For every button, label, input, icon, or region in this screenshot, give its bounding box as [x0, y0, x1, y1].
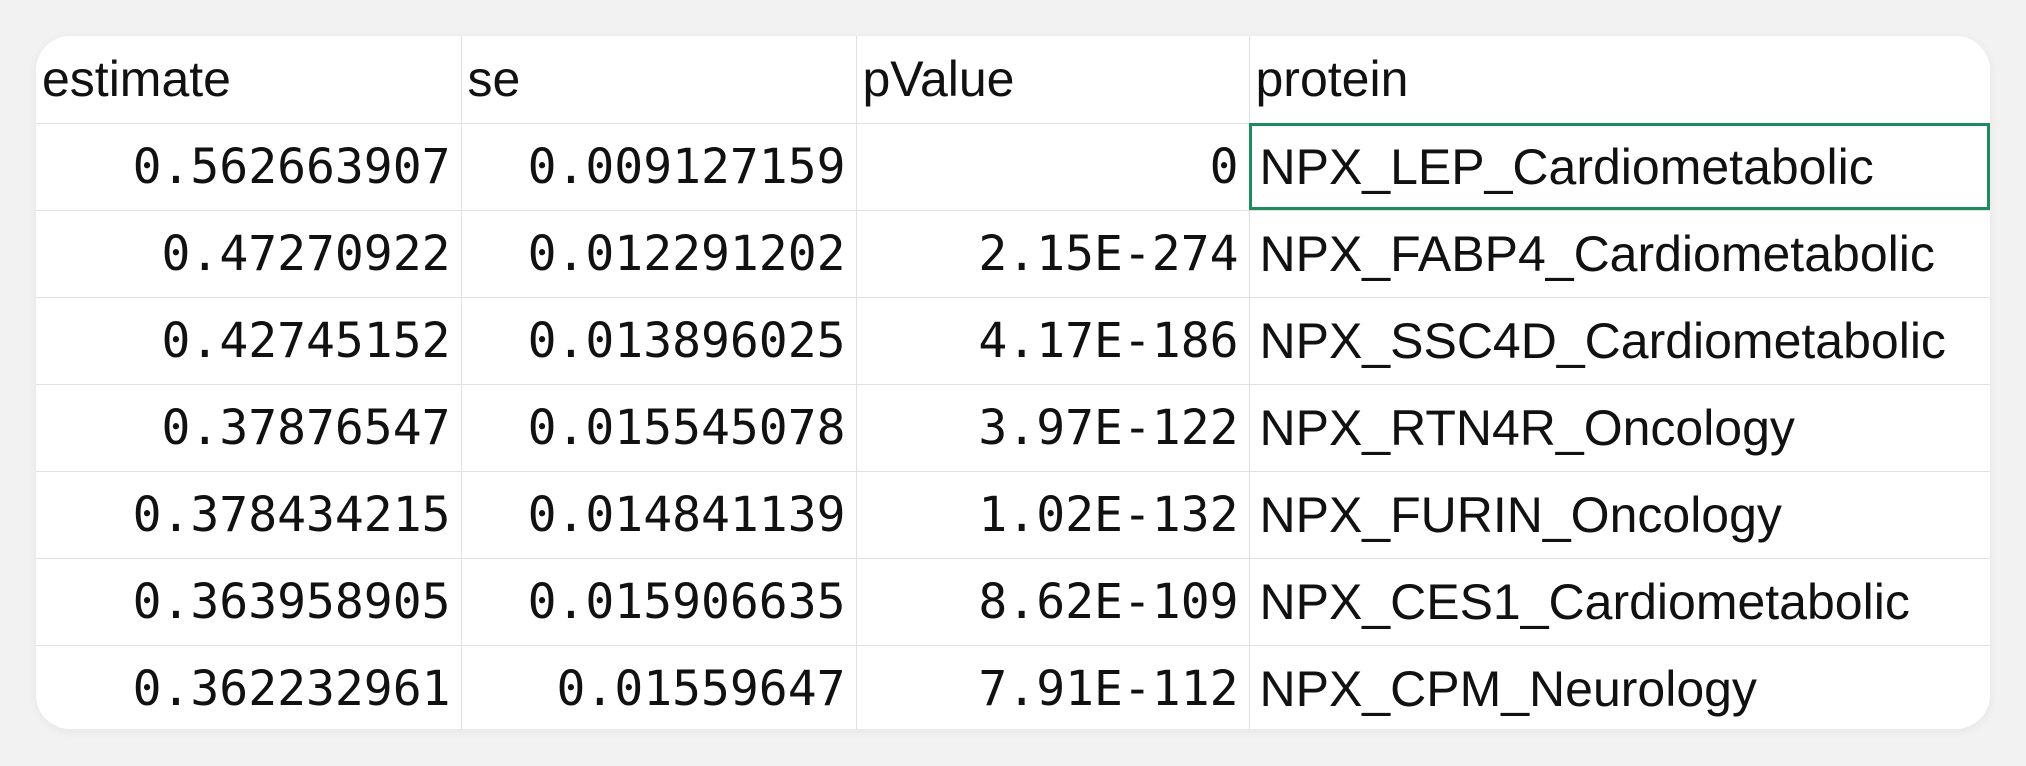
cell-se[interactable]: 0.012291202	[461, 210, 857, 298]
cell-se[interactable]: 0.013896025	[461, 297, 857, 385]
cell-se[interactable]: 0.015545078	[461, 384, 857, 472]
table-row: 0.37876547 0.015545078 3.97E-122 NPX_RTN…	[36, 384, 1990, 472]
table-row: 0.562663907 0.009127159 0 NPX_LEP_Cardio…	[36, 123, 1990, 211]
cell-estimate[interactable]: 0.362232961	[36, 645, 462, 729]
cell-se[interactable]: 0.015906635	[461, 558, 857, 646]
cell-estimate[interactable]: 0.37876547	[36, 384, 462, 472]
table-row: 0.42745152 0.013896025 4.17E-186 NPX_SSC…	[36, 297, 1990, 385]
table-row: 0.362232961 0.01559647 7.91E-112 NPX_CPM…	[36, 645, 1990, 729]
cell-pvalue[interactable]: 2.15E-274	[856, 210, 1250, 298]
cell-pvalue[interactable]: 7.91E-112	[856, 645, 1250, 729]
cell-pvalue[interactable]: 4.17E-186	[856, 297, 1250, 385]
spreadsheet-grid: estimate se pValue protein 0.562663907 0…	[36, 36, 1990, 729]
cell-protein[interactable]: NPX_CPM_Neurology	[1259, 660, 1757, 717]
cell-estimate[interactable]: 0.47270922	[36, 210, 462, 298]
cell-pvalue[interactable]: 3.97E-122	[856, 384, 1250, 472]
cell-protein[interactable]: NPX_RTN4R_Oncology	[1249, 384, 1990, 472]
cell-protein[interactable]: NPX_FABP4_Cardiometabolic	[1249, 210, 1990, 298]
cell-se[interactable]: 0.01559647	[461, 645, 857, 729]
cell-estimate[interactable]: 0.363958905	[36, 558, 462, 646]
header-row: estimate se pValue protein	[36, 36, 1990, 124]
cell-estimate[interactable]: 0.42745152	[36, 297, 462, 385]
table-row: 0.378434215 0.014841139 1.02E-132 NPX_FU…	[36, 471, 1990, 559]
cell-protein[interactable]: NPX_FURIN_Oncology	[1249, 471, 1990, 559]
cell-pvalue[interactable]: 8.62E-109	[856, 558, 1250, 646]
table-row: 0.47270922 0.012291202 2.15E-274 NPX_FAB…	[36, 210, 1990, 298]
cell-estimate[interactable]: 0.562663907	[36, 123, 462, 211]
column-header-pvalue[interactable]: pValue	[856, 36, 1250, 124]
data-table: estimate se pValue protein 0.562663907 0…	[36, 36, 1990, 729]
selected-cell-protein[interactable]: NPX_LEP_Cardiometabolic	[1249, 123, 1990, 211]
table-row: 0.363958905 0.015906635 8.62E-109 NPX_CE…	[36, 558, 1990, 646]
cell-pvalue[interactable]: 0	[856, 123, 1250, 211]
cell-protein[interactable]: NPX_SSC4D_Cardiometabolic	[1249, 297, 1990, 385]
cell-pvalue[interactable]: 1.02E-132	[856, 471, 1250, 559]
column-header-protein[interactable]: protein	[1249, 36, 1990, 124]
cell-se[interactable]: 0.009127159	[461, 123, 857, 211]
cell-protein[interactable]: NPX_CES1_Cardiometabolic	[1249, 558, 1990, 646]
column-header-se[interactable]: se	[461, 36, 857, 124]
cell-se[interactable]: 0.014841139	[461, 471, 857, 559]
column-header-estimate[interactable]: estimate	[36, 36, 462, 124]
cell-estimate[interactable]: 0.378434215	[36, 471, 462, 559]
